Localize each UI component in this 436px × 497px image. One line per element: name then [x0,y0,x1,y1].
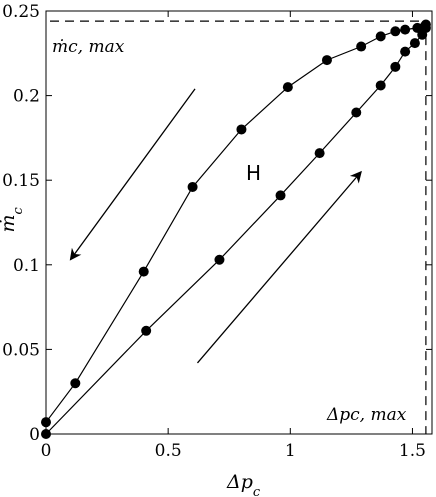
y-tick-label: 0.25 [2,2,40,22]
data-point [351,107,362,118]
labels: Δpc ṁc ṁc, max Δpc, max H [0,37,407,497]
x-tick-label: 0.5 [155,441,182,461]
plot-frame [45,10,433,435]
y-tick-label: 0 [29,425,40,445]
y-tick-label: 0.05 [2,340,40,360]
direction-arrow-2 [196,170,362,364]
series-line-1 [45,24,427,423]
data-point [375,80,386,91]
data-point [314,148,325,159]
x-tick-label: 0 [41,441,52,461]
annotation-max-mdot: ṁc, max [52,37,125,57]
series-line-2 [45,27,427,435]
data-point [187,181,198,192]
axes: 0 0.5 1 1.5 0 0.05 0.1 0.15 0.2 0.25 [2,2,433,461]
y-tick-label: 0.15 [2,171,40,191]
data-point [400,24,411,35]
annotation-hysteresis: H [246,161,261,185]
x-tick-label: 1 [285,441,296,461]
data-point [409,38,420,49]
y-axis-label: ṁc [0,206,26,232]
direction-arrow-1 [69,88,196,261]
data-point [41,417,51,428]
data-series [41,19,431,439]
data-point [375,31,386,42]
data-point [214,254,225,265]
data-point [70,378,81,389]
y-tick-label: 0.1 [13,256,40,276]
data-point [420,22,431,33]
y-tick-label: 0.2 [13,87,40,107]
data-point [236,124,247,135]
data-point [282,82,293,93]
annotation-max-dp: Δpc, max [326,405,407,425]
data-point [138,266,149,277]
direction-arrows [69,88,362,364]
x-axis-label: Δpc [226,471,261,497]
data-point [390,61,401,72]
data-point [400,46,411,57]
data-point [390,26,401,37]
max-lines [50,20,427,434]
data-point [321,55,332,66]
data-point [356,41,367,52]
x-tick-label: 1.5 [399,441,426,461]
data-point [141,325,152,336]
data-point [275,190,286,201]
data-point [41,429,51,439]
